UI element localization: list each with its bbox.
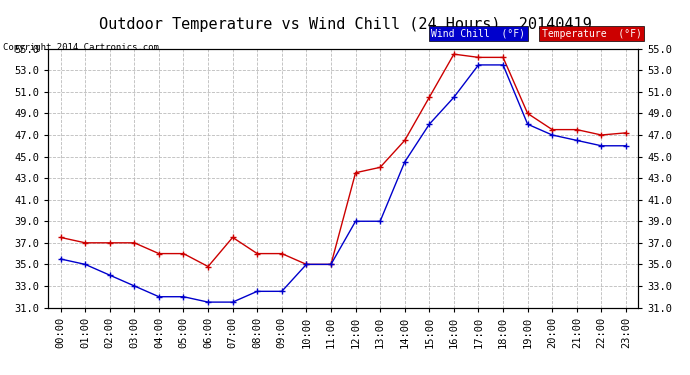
Text: Copyright 2014 Cartronics.com: Copyright 2014 Cartronics.com xyxy=(3,43,159,52)
Text: Wind Chill  (°F): Wind Chill (°F) xyxy=(431,29,525,39)
Text: Temperature  (°F): Temperature (°F) xyxy=(542,29,642,39)
Text: Outdoor Temperature vs Wind Chill (24 Hours)  20140419: Outdoor Temperature vs Wind Chill (24 Ho… xyxy=(99,17,591,32)
